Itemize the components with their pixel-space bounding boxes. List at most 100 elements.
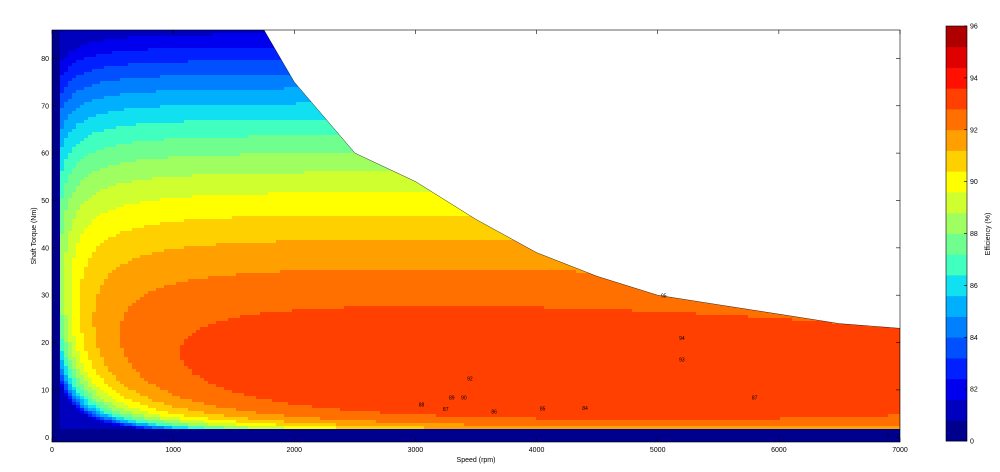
contour-cell bbox=[88, 141, 93, 145]
contour-cell bbox=[116, 84, 121, 88]
contour-cell bbox=[56, 339, 61, 343]
contour-cell bbox=[128, 135, 133, 139]
contour-cell bbox=[184, 45, 189, 49]
contour-cell bbox=[132, 318, 137, 322]
contour-cell bbox=[80, 150, 85, 154]
contour-cell bbox=[56, 111, 61, 115]
contour-cell bbox=[156, 144, 161, 148]
contour-cell bbox=[144, 336, 149, 340]
contour-cell bbox=[76, 138, 81, 142]
contour-cell bbox=[132, 291, 137, 295]
contour-cell bbox=[156, 279, 161, 283]
contour-cell bbox=[88, 291, 93, 295]
contour-cell bbox=[144, 177, 149, 181]
contour-cell bbox=[60, 327, 65, 331]
contour-cell bbox=[164, 399, 169, 403]
contour-cell bbox=[180, 330, 185, 334]
contour-cell bbox=[180, 348, 185, 352]
contour-cell bbox=[104, 69, 109, 73]
contour-cell bbox=[156, 354, 161, 358]
contour-cell bbox=[144, 426, 149, 430]
contour-cell bbox=[108, 333, 113, 337]
contour-cell bbox=[188, 57, 193, 61]
contour-cell bbox=[56, 60, 61, 64]
contour-cell bbox=[132, 339, 137, 343]
contour-cell bbox=[192, 396, 197, 400]
contour-cell bbox=[84, 189, 89, 193]
contour-cell bbox=[68, 63, 73, 67]
contour-cell bbox=[80, 96, 85, 100]
contour-cell bbox=[136, 315, 141, 319]
contour-cell bbox=[104, 420, 109, 424]
contour-cell bbox=[164, 231, 169, 235]
contour-cell bbox=[164, 291, 169, 295]
contour-cell bbox=[172, 372, 177, 376]
contour-cell bbox=[56, 438, 61, 442]
contour-cell bbox=[112, 378, 117, 382]
contour-cell bbox=[124, 123, 129, 127]
contour-cell bbox=[188, 111, 193, 115]
contour-cell bbox=[120, 294, 125, 298]
contour-cell bbox=[160, 366, 165, 370]
contour-cell bbox=[100, 57, 105, 61]
contour-cell bbox=[64, 243, 69, 247]
contour-cell bbox=[72, 285, 77, 289]
contour-cell bbox=[172, 81, 177, 85]
contour-cell bbox=[144, 36, 149, 40]
contour-cell bbox=[124, 342, 129, 346]
contour-cell bbox=[72, 72, 77, 76]
contour-cell bbox=[156, 186, 161, 190]
contour-cell bbox=[96, 60, 101, 64]
contour-cell bbox=[164, 171, 169, 175]
contour-cell bbox=[104, 258, 109, 262]
contour-cell bbox=[76, 390, 81, 394]
contour-cell bbox=[188, 300, 193, 304]
contour-cell bbox=[140, 231, 145, 235]
contour-cell bbox=[76, 168, 81, 172]
contour-cell bbox=[56, 396, 61, 400]
contour-cell bbox=[64, 222, 69, 226]
contour-cell bbox=[168, 36, 173, 40]
contour-cell bbox=[68, 300, 73, 304]
contour-cell bbox=[60, 273, 65, 277]
contour-cell bbox=[84, 438, 89, 442]
contour-cell bbox=[128, 435, 133, 439]
contour-cell bbox=[88, 213, 93, 217]
contour-cell bbox=[76, 57, 81, 61]
contour-cell bbox=[160, 240, 165, 244]
contour-cell bbox=[192, 375, 197, 379]
contour-cell bbox=[136, 327, 141, 331]
contour-cell bbox=[84, 363, 89, 367]
contour-cell bbox=[156, 129, 161, 133]
contour-cell bbox=[72, 150, 77, 154]
contour-cell bbox=[144, 399, 149, 403]
contour-cell bbox=[108, 51, 113, 55]
contour-cell bbox=[160, 204, 165, 208]
contour-cell bbox=[96, 72, 101, 76]
contour-cell bbox=[68, 81, 73, 85]
contour-cell bbox=[172, 207, 177, 211]
contour-cell bbox=[92, 198, 97, 202]
contour-cell bbox=[132, 294, 137, 298]
contour-cell bbox=[80, 108, 85, 112]
contour-cell bbox=[184, 243, 189, 247]
contour-cell bbox=[176, 432, 181, 436]
contour-cell bbox=[164, 345, 169, 349]
contour-cell bbox=[172, 105, 177, 109]
contour-cell bbox=[188, 207, 193, 211]
contour-cell bbox=[168, 117, 173, 121]
contour-cell bbox=[176, 375, 181, 379]
contour-cell bbox=[60, 357, 65, 361]
contour-cell bbox=[124, 174, 129, 178]
contour-cell bbox=[180, 285, 185, 289]
contour-cell bbox=[64, 312, 69, 316]
contour-cell bbox=[88, 375, 93, 379]
contour-cell bbox=[132, 375, 137, 379]
contour-cell bbox=[132, 270, 137, 274]
contour-cell bbox=[116, 288, 121, 292]
contour-cell bbox=[112, 249, 117, 253]
contour-cell bbox=[164, 357, 169, 361]
contour-cell bbox=[96, 411, 101, 415]
contour-cell bbox=[92, 369, 97, 373]
contour-cell bbox=[152, 57, 157, 61]
